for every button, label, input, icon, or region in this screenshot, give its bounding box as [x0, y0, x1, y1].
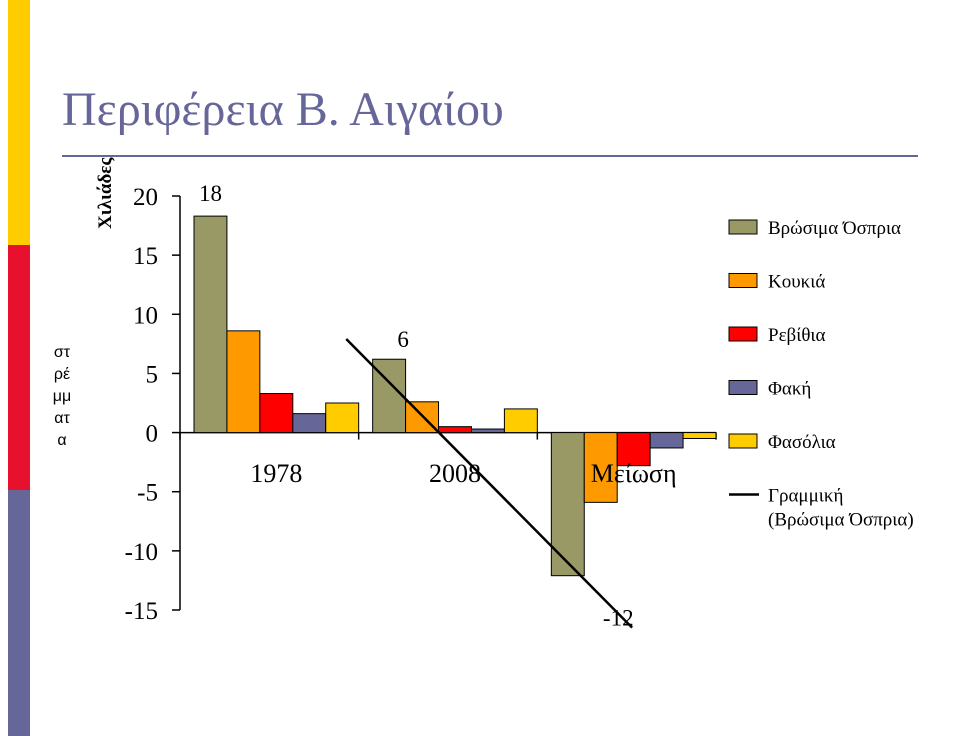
decor-strip-blue: [8, 490, 30, 736]
category-label-1978: 1978: [250, 459, 302, 488]
decor-strip-yellow: [8, 0, 30, 245]
data-label: -12: [603, 606, 634, 631]
y-tick-label: 15: [133, 243, 158, 270]
bar-κουκιά-μείωση: [583, 432, 618, 503]
legend-swatch-βρώσιμα-όσπρια: [728, 219, 758, 235]
legend-label-trendline: Γραμμική: [768, 486, 843, 507]
category-label-μείωση: Μείωση: [591, 459, 677, 488]
title-divider: [62, 155, 918, 157]
y-axis-label: στρέμματα: [52, 344, 72, 449]
y-tick-label: -10: [125, 539, 158, 566]
y-tick-label: -15: [125, 598, 158, 625]
y-tick-label: -5: [137, 480, 158, 507]
y-tick-label: 20: [133, 184, 158, 211]
category-label-2008: 2008: [429, 459, 481, 488]
legend-label-ρεβίθια: Ρεβίθια: [768, 325, 826, 346]
legend-label-κουκιά: Κουκιά: [768, 272, 825, 293]
slide-title: Περιφέρεια Β. Αιγαίου: [62, 83, 504, 136]
legend-swatch-κουκιά: [728, 273, 758, 288]
y-tick-label: 10: [133, 302, 158, 329]
bar-φασόλια-μείωση: [682, 432, 717, 439]
legend-swatch-φασόλια: [728, 433, 758, 449]
bar-ρεβίθια-1978: [259, 393, 294, 434]
bar-βρώσιμα-όσπρια-1978: [193, 215, 228, 434]
bar-φασόλια-2008: [503, 408, 538, 434]
bar-φακή-1978: [292, 413, 327, 434]
bar-ρεβίθια-μείωση: [616, 432, 651, 467]
legend-label-βρώσιμα-όσπρια: Βρώσιμα Όσπρια: [768, 218, 901, 239]
bar-βρώσιμα-όσπρια-μείωση: [550, 432, 585, 577]
legend-label-φασόλια: Φασόλια: [768, 432, 836, 453]
bar-φασόλια-1978: [325, 402, 360, 434]
y-tick-label: 0: [146, 421, 159, 448]
data-label: 18: [199, 181, 222, 206]
legend-label-trendline: (Βρώσιμα Όσπρια): [768, 510, 914, 531]
decor-strip-red: [8, 245, 30, 490]
y-tick-label: 5: [146, 361, 159, 388]
legend-label-φακή: Φακή: [768, 379, 811, 400]
bar-κουκιά-1978: [226, 330, 261, 434]
data-label: 6: [397, 327, 409, 352]
legend-swatch-ρεβίθια: [728, 326, 758, 342]
legend-swatch-φακή: [728, 380, 758, 395]
trendline-linear: [345, 338, 634, 629]
bar-φακή-2008: [470, 428, 505, 434]
bar-φακή-μείωση: [649, 432, 684, 449]
bar-ρεβίθια-2008: [438, 426, 472, 434]
